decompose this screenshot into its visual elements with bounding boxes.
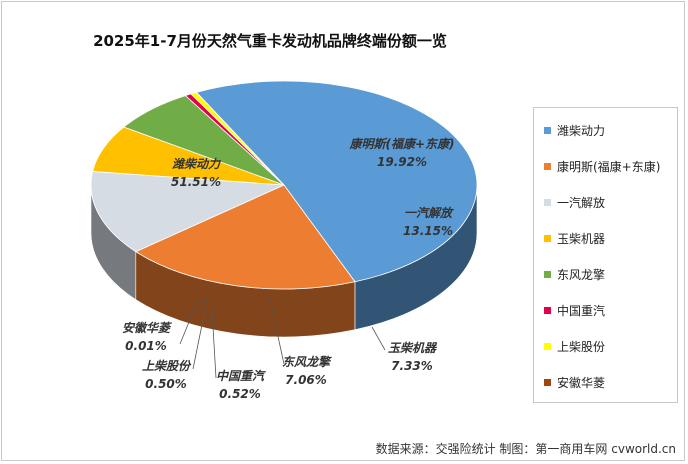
legend-swatch-3 (544, 234, 551, 242)
legend-swatch-6 (544, 342, 551, 350)
legend-label-4: 东风龙擎 (557, 267, 606, 282)
leader-line-4 (269, 299, 285, 365)
legend-swatch-7 (544, 378, 551, 386)
data-label-name-4: 东风龙擎 (282, 355, 332, 369)
legend-label-5: 中国重汽 (557, 303, 606, 318)
leader-line-7 (179, 294, 201, 345)
data-label-name-3: 玉柴机器 (388, 341, 438, 355)
legend-label-1: 康明斯(福康+东康) (557, 159, 661, 174)
legend-swatch-2 (544, 198, 551, 206)
legend-item-5: 中国重汽 (544, 301, 605, 319)
leader-line-5 (211, 309, 217, 379)
legend-swatch-5 (544, 306, 551, 314)
data-label-name-7: 安徽华菱 (122, 321, 172, 335)
chart-legend: 潍柴动力康明斯(福康+东康) 一汽解放玉柴机器东风龙擎中国重汽上柴股份安徽华菱 (533, 107, 678, 403)
legend-item-2: 一汽解放 (544, 193, 605, 211)
legend-item-0: 潍柴动力 (544, 121, 605, 139)
data-label-name-2: 一汽解放 (404, 206, 454, 220)
legend-item-3: 玉柴机器 (544, 229, 605, 247)
leader-line-3 (371, 326, 386, 351)
chart-title: 2025年1-7月份天然气重卡发动机品牌终端份额一览 (93, 32, 447, 50)
pie-slice-7 (195, 91, 285, 186)
pie-slice-2 (90, 171, 285, 253)
data-label-value-6: 0.50% (145, 377, 187, 391)
legend-label-2: 一汽解放 (557, 195, 606, 210)
data-label-value-3: 7.33% (391, 359, 433, 373)
data-label-value-1: 19.92% (377, 155, 427, 169)
legend-item-1: 康明斯(福康+东康) (544, 157, 660, 175)
data-label-value-5: 0.52% (219, 387, 261, 401)
legend-swatch-4 (544, 270, 551, 278)
data-label-name-0: 潍柴动力 (172, 157, 222, 171)
pie-slice-0 (195, 80, 478, 283)
legend-label-0: 潍柴动力 (557, 123, 606, 138)
legend-label-6: 上柴股份 (557, 339, 606, 354)
legend-item-6: 上柴股份 (544, 337, 605, 355)
data-label-value-0: 51.51% (171, 175, 221, 189)
data-label-value-2: 13.15% (403, 224, 453, 238)
legend-item-7: 安徽华菱 (544, 373, 605, 391)
data-label-name-6: 上柴股份 (142, 359, 192, 373)
legend-item-4: 东风龙擎 (544, 265, 605, 283)
data-label-value-4: 7.06% (285, 373, 327, 387)
legend-label-7: 安徽华菱 (557, 375, 606, 390)
data-label-name-5: 中国重汽 (216, 369, 266, 383)
leader-line-6 (192, 299, 208, 370)
legend-label-3: 玉柴机器 (557, 231, 606, 246)
source-note: 数据来源：交强险统计 制图：第一商用车网 cvworld.cn (375, 442, 676, 456)
pie-slice-1 (134, 184, 356, 290)
legend-swatch-0 (544, 126, 551, 134)
data-label-name-1: 康明斯(福康+东康) (348, 137, 454, 151)
data-label-value-7: 0.01% (125, 339, 167, 353)
legend-swatch-1 (544, 162, 551, 170)
